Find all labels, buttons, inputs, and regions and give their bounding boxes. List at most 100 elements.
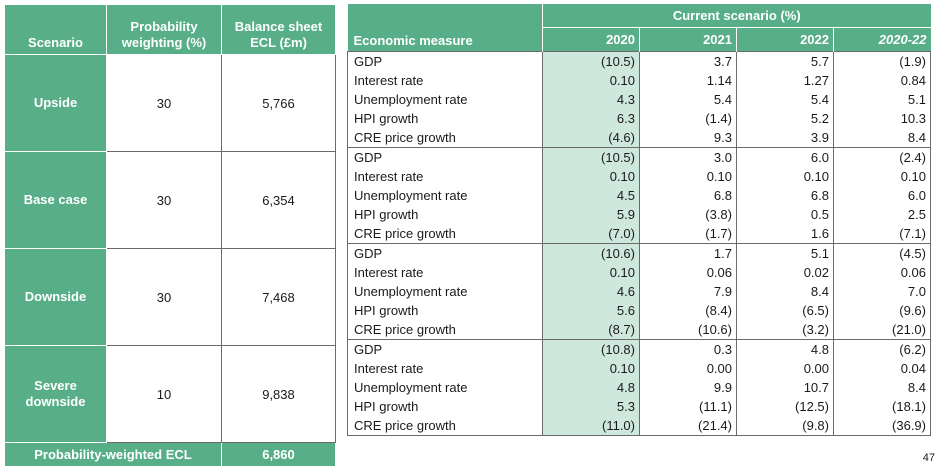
economic-measure-name: HPI growth (347, 205, 543, 224)
scenario-name: Upside (4, 54, 107, 152)
probability-weighted-ecl-value: 6,860 (221, 442, 336, 467)
measure-value: 0.10 (542, 71, 640, 90)
page-number: 47 (922, 452, 935, 464)
economic-measure-name: GDP (347, 147, 543, 167)
measure-value: 0.00 (736, 359, 834, 378)
measure-value: 8.4 (736, 282, 834, 301)
scenario-weighting-table: Scenario Probability weighting (%) Balan… (4, 4, 336, 467)
measure-value: (10.8) (542, 339, 640, 359)
measure-value: 0.10 (542, 359, 640, 378)
balance-sheet-ecl: 7,468 (221, 248, 336, 346)
table-row: HPI growth 5.9 (3.8) 0.5 2.5 (347, 205, 931, 224)
measure-value: (12.5) (736, 397, 834, 416)
measure-value: 0.10 (542, 263, 640, 282)
balance-sheet-ecl: 5,766 (221, 54, 336, 152)
economic-measure-name: GDP (347, 243, 543, 263)
economic-measure-name: CRE price growth (347, 224, 543, 244)
measure-value: 0.06 (833, 263, 931, 282)
total-row: Probability-weighted ECL 6,860 (4, 442, 336, 467)
economic-measure-name: HPI growth (347, 109, 543, 128)
measure-value: (6.5) (736, 301, 834, 320)
year-header: 2022 (736, 27, 834, 52)
measure-value: (7.0) (542, 224, 640, 244)
table-row: GDP (10.6) 1.7 5.1 (4.5) (347, 243, 931, 263)
measure-value: 5.4 (639, 90, 737, 109)
measure-value: 5.1 (833, 90, 931, 109)
table-row: Interest rate 0.10 0.10 0.10 0.10 (347, 167, 931, 186)
economic-measure-name: Unemployment rate (347, 282, 543, 301)
table-row: CRE price growth (7.0) (1.7) 1.6 (7.1) (347, 224, 931, 244)
measure-value: (3.2) (736, 320, 834, 340)
probability-weighting: 30 (106, 151, 222, 249)
scenario-name: Severe downside (4, 345, 107, 443)
measure-value: 7.0 (833, 282, 931, 301)
measure-value: 10.7 (736, 378, 834, 397)
measure-value: 1.27 (736, 71, 834, 90)
measure-value: (36.9) (833, 416, 931, 436)
measure-value: (9.6) (833, 301, 931, 320)
measure-value: (10.5) (542, 51, 640, 71)
table-row: Unemployment rate 4.3 5.4 5.4 5.1 (347, 90, 931, 109)
scenario-name: Base case (4, 151, 107, 249)
measure-value: 5.7 (736, 51, 834, 71)
current-scenario-header: Current scenario (%) (542, 4, 931, 28)
measure-value: 5.2 (736, 109, 834, 128)
measure-value: 3.7 (639, 51, 737, 71)
measure-value: 1.6 (736, 224, 834, 244)
measure-value: 4.6 (542, 282, 640, 301)
economic-measure-name: GDP (347, 339, 543, 359)
measure-value: 6.8 (736, 186, 834, 205)
measure-value: 5.3 (542, 397, 640, 416)
balance-sheet-ecl: 6,354 (221, 151, 336, 249)
probability-weighting-header: Probability weighting (%) (106, 4, 222, 55)
economic-measure-name: Interest rate (347, 71, 543, 90)
measure-value: 0.02 (736, 263, 834, 282)
measure-value: 5.4 (736, 90, 834, 109)
measure-value: 8.4 (833, 128, 931, 148)
year-header: 2020 (542, 27, 640, 52)
measure-value: 2.5 (833, 205, 931, 224)
table-row: Severe downside 10 9,838 (4, 345, 336, 443)
measure-value: (11.1) (639, 397, 737, 416)
measure-value: (11.0) (542, 416, 640, 436)
year-header: 2020-22 (833, 27, 931, 52)
table-row: Downside 30 7,468 (4, 248, 336, 346)
probability-weighting: 30 (106, 54, 222, 152)
measure-value: 0.5 (736, 205, 834, 224)
measure-value: 0.10 (639, 167, 737, 186)
measure-value: (10.6) (542, 243, 640, 263)
table-row: CRE price growth (8.7) (10.6) (3.2) (21.0) (347, 320, 931, 340)
economic-measure-name: Unemployment rate (347, 90, 543, 109)
measure-value: 4.3 (542, 90, 640, 109)
economic-measure-name: Interest rate (347, 263, 543, 282)
probability-weighting: 30 (106, 248, 222, 346)
economic-measure-name: Interest rate (347, 359, 543, 378)
scenario-name: Downside (4, 248, 107, 346)
measure-value: 6.3 (542, 109, 640, 128)
measure-value: 0.10 (736, 167, 834, 186)
economic-measure-name: HPI growth (347, 397, 543, 416)
measure-value: 0.10 (542, 167, 640, 186)
economic-measure-name: HPI growth (347, 301, 543, 320)
table-row: Interest rate 0.10 0.00 0.00 0.04 (347, 359, 931, 378)
economic-measure-name: GDP (347, 51, 543, 71)
balance-sheet-ecl: 9,838 (221, 345, 336, 443)
measure-value: 9.3 (639, 128, 737, 148)
measure-value: (1.4) (639, 109, 737, 128)
table-row: Unemployment rate 4.5 6.8 6.8 6.0 (347, 186, 931, 205)
table-row: Upside 30 5,766 (4, 54, 336, 152)
measure-value: (21.4) (639, 416, 737, 436)
measure-value: 10.3 (833, 109, 931, 128)
probability-weighted-ecl-label: Probability-weighted ECL (4, 442, 222, 467)
measure-value: 4.8 (542, 378, 640, 397)
table-row: HPI growth 6.3 (1.4) 5.2 10.3 (347, 109, 931, 128)
economic-measure-name: CRE price growth (347, 416, 543, 436)
measure-value: 5.9 (542, 205, 640, 224)
balance-sheet-ecl-header: Balance sheet ECL (£m) (221, 4, 336, 55)
economic-measure-name: Unemployment rate (347, 378, 543, 397)
table-row: CRE price growth (11.0) (21.4) (9.8) (36.9) (347, 416, 931, 436)
measure-value: 3.9 (736, 128, 834, 148)
table-row: GDP (10.5) 3.7 5.7 (1.9) (347, 51, 931, 71)
year-header: 2021 (639, 27, 737, 52)
measure-value: (8.4) (639, 301, 737, 320)
